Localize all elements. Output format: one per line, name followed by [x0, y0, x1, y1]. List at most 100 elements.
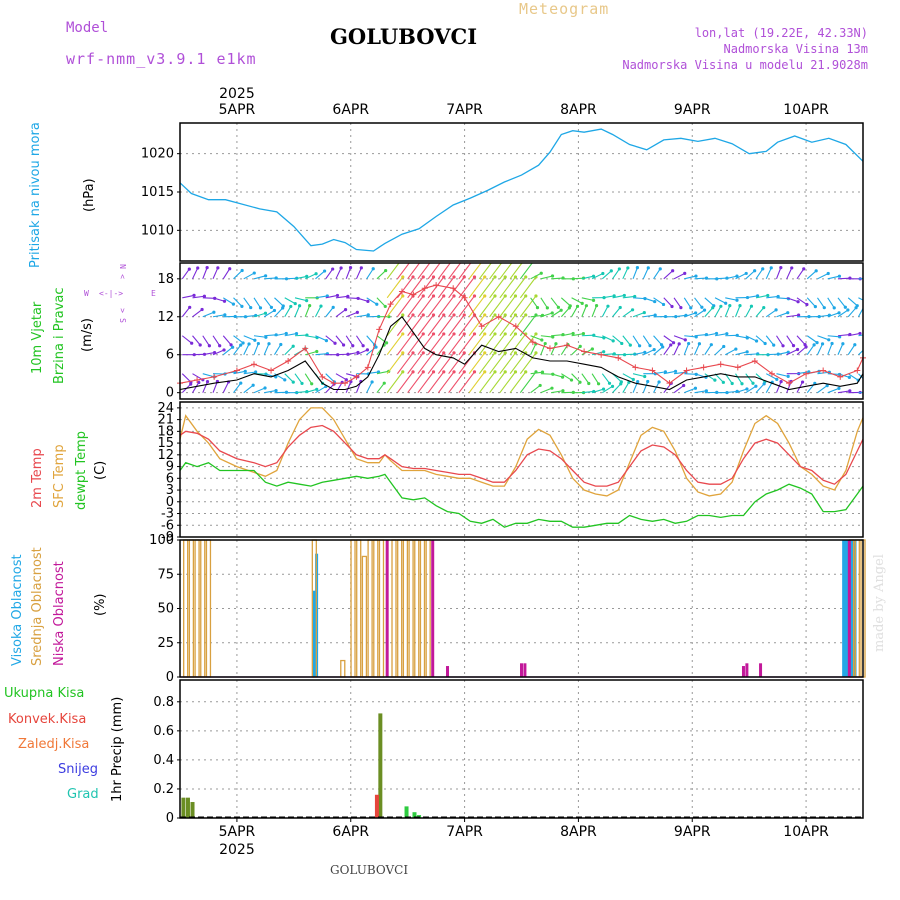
wind-speed-line	[179, 315, 864, 391]
bottom-date-label: 6APR	[332, 824, 369, 840]
wind-barb-head	[550, 274, 555, 278]
wind-barb-head	[653, 313, 657, 317]
wind-barb	[192, 335, 201, 346]
top-date-label: 6APR	[332, 102, 369, 118]
wind-barb	[325, 294, 338, 299]
wind-barb-head	[830, 341, 834, 346]
wind-barb	[243, 335, 256, 341]
wind-barb	[448, 295, 465, 318]
wind-barb	[304, 273, 317, 280]
wind-barb	[509, 352, 527, 375]
wind-barb	[540, 373, 553, 375]
wind-barb	[509, 314, 527, 337]
wind-barb	[345, 335, 354, 347]
series-layer	[177, 128, 866, 818]
wind-barb-head	[274, 375, 278, 379]
wind-barb-head	[646, 266, 650, 270]
wind-barb-head	[503, 332, 507, 336]
wind-barb-head	[331, 305, 335, 309]
total-rain-bar	[378, 713, 383, 818]
wind-barb-head	[493, 370, 497, 374]
wind-barb	[222, 381, 230, 393]
wind-barb	[274, 297, 284, 307]
wind-barb-head	[635, 266, 640, 270]
wind-barb	[243, 371, 256, 375]
wind-barb-head	[677, 342, 681, 346]
wind-barb-head	[300, 381, 304, 386]
wind-barb-head	[401, 313, 405, 317]
wind-barb-head	[294, 331, 299, 336]
wind-barb	[632, 335, 641, 347]
wind-barb-head	[462, 275, 466, 279]
wind-barb	[366, 371, 379, 375]
wind-gust-marker	[433, 282, 440, 289]
wind-barb	[315, 386, 327, 394]
wind-barb-head	[472, 370, 477, 374]
wind-barb	[837, 309, 849, 318]
wind-barb-head	[751, 381, 755, 385]
dewpt-temp-line	[179, 461, 864, 528]
wind-barb	[437, 371, 455, 394]
wind-barb-head	[472, 275, 477, 279]
bottom-year-label: 2025	[219, 842, 255, 858]
wind-barb	[458, 314, 475, 337]
mid-cloud-bar	[183, 539, 189, 678]
wind-barb	[325, 383, 335, 394]
mid-cloud-bar	[200, 539, 206, 678]
pressure-ytick-label: 1010	[141, 223, 174, 238]
wind-barb	[816, 343, 824, 355]
mid-cloud-bar	[414, 539, 420, 678]
wind-gust-marker	[700, 364, 707, 371]
wind-barb-head	[714, 331, 719, 336]
compass-e: E	[151, 289, 156, 298]
wind-barb	[694, 390, 707, 394]
wind-barb	[233, 335, 244, 344]
wind-barb-head	[628, 343, 632, 347]
wind-gust-marker	[376, 326, 383, 333]
frames-layer	[179, 122, 864, 819]
wind-barb-head	[366, 299, 370, 303]
wind-barb-head	[762, 382, 766, 386]
wind-barb-head	[452, 370, 456, 374]
wind-barb	[540, 275, 553, 280]
top-date-label: 5APR	[219, 102, 256, 118]
wind-barb	[837, 297, 846, 308]
wind-barb-head	[279, 342, 283, 347]
wind-barb-head	[591, 298, 596, 302]
wind-gust-marker	[319, 373, 326, 380]
wind-barb	[427, 263, 441, 280]
wind-barb-head	[240, 304, 244, 308]
wind-barb	[212, 335, 221, 347]
wind-barb-head	[832, 306, 836, 310]
wind-barb-head	[272, 308, 277, 313]
wind-barb-head	[772, 343, 776, 347]
temp-2m-line	[179, 424, 864, 487]
wind-barb	[345, 311, 358, 318]
mid-cloud-bar	[350, 539, 356, 678]
wind-barb	[519, 263, 533, 280]
wind-barb-head	[308, 304, 312, 308]
wind-barb-head	[545, 306, 549, 310]
wind-barb	[683, 297, 692, 309]
wind-barb	[366, 268, 374, 280]
wind-barb	[776, 297, 789, 300]
wind-barb-head	[187, 267, 191, 271]
wind-barb	[622, 382, 630, 393]
wind-barb	[468, 295, 486, 318]
wind-barb-head	[638, 344, 642, 348]
wind-barb	[530, 297, 538, 308]
wind-barb	[212, 297, 225, 302]
wind-barb-head	[483, 370, 487, 374]
wind-barb-head	[590, 347, 594, 351]
wind-barb-head	[578, 380, 582, 384]
wind-barb	[786, 335, 794, 346]
wind-barb	[581, 373, 590, 384]
wind-barb-head	[411, 370, 415, 374]
wind-barb	[509, 371, 527, 394]
wind-barb-head	[315, 387, 319, 391]
wind-barb	[315, 353, 328, 356]
wind-barb-head	[734, 347, 738, 351]
wind-barb-head	[421, 332, 425, 336]
legend-total-rain: Ukupna Kisa	[4, 686, 85, 701]
